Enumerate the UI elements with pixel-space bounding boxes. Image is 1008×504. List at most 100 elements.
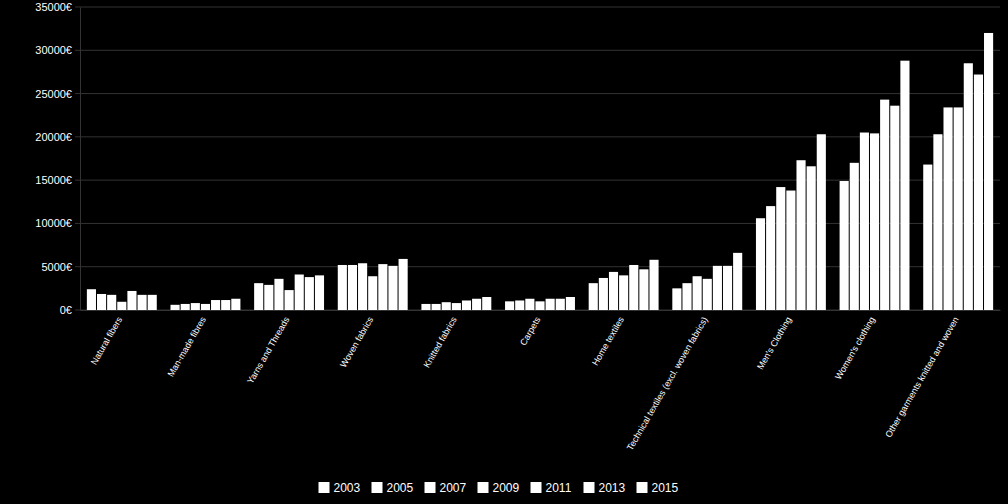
x-tick: Women's clothing: [833, 310, 877, 381]
x-tick: Men's Clothing: [755, 310, 793, 371]
y-tick-label: 5000€: [41, 261, 72, 273]
x-tick-label: Other garments knitted and woven: [883, 315, 960, 439]
bar: [890, 106, 899, 310]
x-tick-label: Man-made fibres: [165, 315, 208, 379]
bar: [850, 163, 859, 310]
legend-item: 2015: [637, 481, 679, 495]
bar: [639, 269, 648, 310]
y-tick-label: 20000€: [35, 131, 72, 143]
bar: [546, 299, 555, 310]
bar: [117, 302, 126, 310]
bar: [515, 300, 524, 310]
bar: [776, 187, 785, 310]
bar: [421, 304, 430, 310]
bar: [703, 279, 712, 310]
legend-item: 2007: [425, 481, 467, 495]
bar: [472, 299, 481, 310]
bar: [107, 295, 116, 310]
bar: [285, 290, 294, 310]
bar: [138, 295, 147, 310]
legend-swatch: [531, 482, 542, 493]
bar: [432, 304, 441, 310]
x-tick-label: Woven fabrics: [338, 315, 375, 370]
y-tick-label: 30000€: [35, 44, 72, 56]
bar: [629, 265, 638, 310]
x-tick-label: Men's Clothing: [755, 315, 793, 371]
bar: [923, 165, 932, 310]
series-bars: [117, 107, 962, 310]
bar: [974, 75, 983, 310]
grid-line: [75, 50, 1000, 51]
bar: [305, 277, 314, 310]
x-tick: Woven fabrics: [338, 310, 375, 369]
x-tick-label: Technical textiles (excl. woven fabrics): [625, 315, 710, 452]
x-axis: Natural fibers Man-made fibres Yarns and T…: [81, 310, 1001, 452]
bar: [984, 33, 993, 310]
bar: [672, 288, 681, 310]
legend-item: 2005: [372, 481, 414, 495]
bar: [358, 263, 367, 310]
x-tick-label: Knitted fabrics: [422, 315, 459, 370]
legend-label: 2005: [387, 481, 414, 495]
bar: [442, 302, 451, 310]
y-tick: 30000€: [35, 44, 80, 56]
x-tick: Technical textiles (excl. woven fabrics): [625, 310, 710, 452]
bar: [348, 265, 357, 310]
y-tick-label: 25000€: [35, 88, 72, 100]
x-tick-label: Natural fibers: [89, 315, 125, 367]
bar: [254, 283, 263, 310]
legend-item: 2009: [478, 481, 520, 495]
grid-line: [75, 7, 1000, 8]
bar: [127, 291, 136, 310]
legend-label: 2007: [440, 481, 467, 495]
y-tick-label: 10000€: [35, 217, 72, 229]
y-tick-label: 35000€: [35, 1, 72, 13]
x-axis-line: [81, 310, 1001, 311]
series-bars: [127, 63, 972, 310]
bar: [211, 300, 220, 310]
series-bars: [107, 107, 952, 310]
series-bars: [138, 75, 983, 310]
bar: [231, 299, 240, 310]
y-axis: 0€ 5000€ 10000€ 15000€ 20000€ 25000€ 30000€ 350…: [35, 1, 80, 316]
bar: [860, 133, 869, 310]
bar: [619, 275, 628, 310]
x-tick: Knitted fabrics: [422, 310, 459, 369]
bar: [599, 278, 608, 310]
x-tick: Natural fibers: [89, 310, 125, 366]
series-bars: [148, 33, 993, 310]
bar: [264, 285, 273, 310]
bar: [693, 276, 702, 310]
legend-item: 2013: [584, 481, 626, 495]
bar: [399, 259, 408, 310]
bar: [388, 266, 397, 310]
x-tick: Yarns and Threads: [245, 310, 292, 386]
bar: [840, 181, 849, 310]
bar: [274, 279, 283, 310]
bar: [368, 276, 377, 310]
x-tick-label: Yarns and Threads: [245, 315, 292, 386]
x-tick: Home textiles: [590, 310, 626, 367]
x-tick-label: Home textiles: [590, 315, 626, 368]
y-tick-label: 0€: [60, 304, 72, 316]
y-tick: 5000€: [41, 261, 80, 273]
y-tick: 20000€: [35, 131, 80, 143]
bar: [87, 289, 96, 310]
bar: [338, 265, 347, 310]
y-tick: 25000€: [35, 88, 80, 100]
legend-label: 2009: [493, 481, 520, 495]
x-tick-label: Carpets: [518, 315, 543, 348]
y-tick: 35000€: [35, 1, 80, 13]
bar: [589, 283, 598, 310]
bar: [181, 304, 190, 310]
x-tick: Carpets: [518, 310, 543, 347]
bar: [171, 305, 180, 310]
bar: [556, 299, 565, 310]
grid-line: [75, 93, 1000, 94]
y-tick-label: 15000€: [35, 174, 72, 186]
y-tick: 10000€: [35, 217, 80, 229]
x-tick-label: Women's clothing: [833, 315, 877, 381]
grid: [75, 7, 1000, 310]
x-tick: Other garments knitted and woven: [883, 310, 960, 439]
background: [0, 0, 1008, 504]
